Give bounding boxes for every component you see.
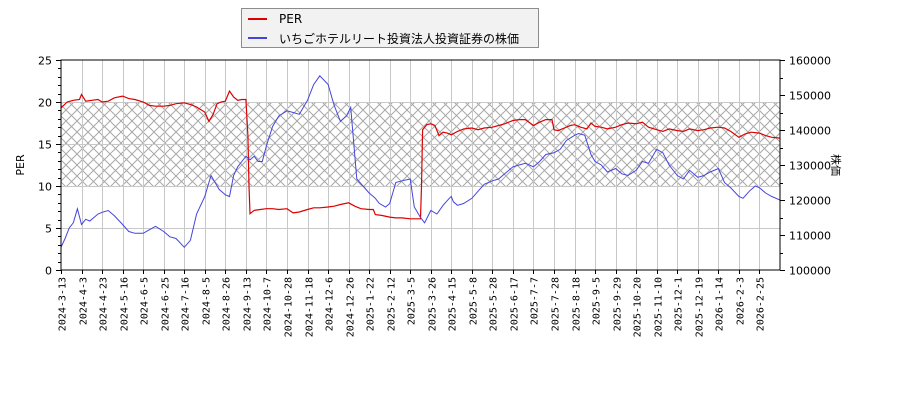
x-tick-label: 2024-12-6 <box>325 277 336 331</box>
x-tick-label: 2024-5-16 <box>120 277 131 331</box>
legend-label-per: PER <box>279 12 303 26</box>
x-tick-label: 2024-10-28 <box>284 277 295 337</box>
x-tick-label: 2024-10-7 <box>263 277 274 331</box>
right-tick-label: 100000 <box>789 265 831 278</box>
x-tick-label: 2025-12-1 <box>674 277 685 331</box>
x-tick-label: 2024-4-3 <box>79 277 90 325</box>
x-tick-label: 2024-9-13 <box>243 277 254 331</box>
legend-item-price: いちごホテルリート投資法人投資証券の株価 <box>248 29 519 47</box>
x-tick-label: 2025-3-26 <box>428 277 439 331</box>
x-tick-label: 2025-4-15 <box>448 277 459 331</box>
x-tick-label: 2025-7-28 <box>551 277 562 331</box>
horizontal-gridlines <box>61 102 780 229</box>
x-tick-label: 2025-9-29 <box>613 277 624 331</box>
right-tick-label: 150000 <box>789 90 831 103</box>
x-tick-label: 2025-1-22 <box>366 277 377 331</box>
per-swatch-icon <box>248 18 267 20</box>
x-tick-label: 2026-2-3 <box>736 277 747 325</box>
left-axis: 0 5 10 15 20 25 <box>38 55 61 278</box>
x-tick-label: 2024-8-26 <box>222 277 233 331</box>
x-tick-label: 2024-3-13 <box>58 277 69 331</box>
right-tick-label: 140000 <box>789 125 831 138</box>
x-tick-label: 2026-1-14 <box>715 277 726 331</box>
right-tick-label: 130000 <box>789 160 831 173</box>
x-tick-label: 2025-9-5 <box>592 277 603 325</box>
left-tick-label: 25 <box>38 55 52 68</box>
price-swatch-icon <box>248 37 267 39</box>
left-tick-label: 15 <box>38 139 52 152</box>
x-tick-label: 2024-8-5 <box>202 277 213 325</box>
x-tick-label: 2024-12-26 <box>346 277 357 337</box>
x-tick-label: 2024-4-23 <box>99 277 110 331</box>
x-tick-label: 2024-11-18 <box>305 277 316 337</box>
x-tick-label: 2025-5-8 <box>469 277 480 325</box>
vertical-gridlines <box>82 60 760 270</box>
left-axis-title: PER <box>14 154 27 176</box>
right-axis-title: 株価 <box>829 154 843 176</box>
x-tick-label: 2024-6-25 <box>161 277 172 331</box>
x-tick-label: 2025-8-18 <box>572 277 583 331</box>
right-tick-label: 160000 <box>789 55 831 68</box>
x-tick-label: 2025-7-7 <box>530 277 541 325</box>
left-tick-label: 5 <box>45 223 52 236</box>
right-tick-label: 120000 <box>789 195 831 208</box>
x-tick-label: 2025-2-12 <box>387 277 398 331</box>
x-axis: 2024-3-13 2024-4-3 2024-4-23 2024-5-16 2024-… <box>58 270 767 337</box>
left-tick-label: 0 <box>45 265 52 278</box>
x-tick-label: 2025-11-10 <box>654 277 665 337</box>
legend: PER いちごホテルリート投資法人投資証券の株価 <box>241 8 539 48</box>
x-tick-label: 2025-3-5 <box>407 277 418 325</box>
x-tick-label: 2024-7-16 <box>181 277 192 331</box>
legend-item-per: PER <box>248 10 302 28</box>
x-tick-label: 2025-6-17 <box>510 277 521 331</box>
legend-label-price: いちごホテルリート投資法人投資証券の株価 <box>279 31 520 46</box>
left-tick-label: 10 <box>38 181 52 194</box>
x-tick-label: 2026-2-25 <box>756 277 767 331</box>
x-tick-label: 2025-12-19 <box>695 277 706 337</box>
price-line <box>61 75 780 249</box>
right-axis: 100000 110000 120000 130000 140000 150000 1600… <box>780 55 831 278</box>
x-tick-label: 2024-6-5 <box>140 277 151 325</box>
x-tick-label: 2025-5-28 <box>489 277 500 331</box>
right-tick-label: 110000 <box>789 230 831 243</box>
per-line <box>61 89 780 220</box>
plot-area <box>60 59 781 271</box>
x-tick-label: 2025-10-20 <box>633 277 644 337</box>
left-tick-label: 20 <box>38 97 52 110</box>
